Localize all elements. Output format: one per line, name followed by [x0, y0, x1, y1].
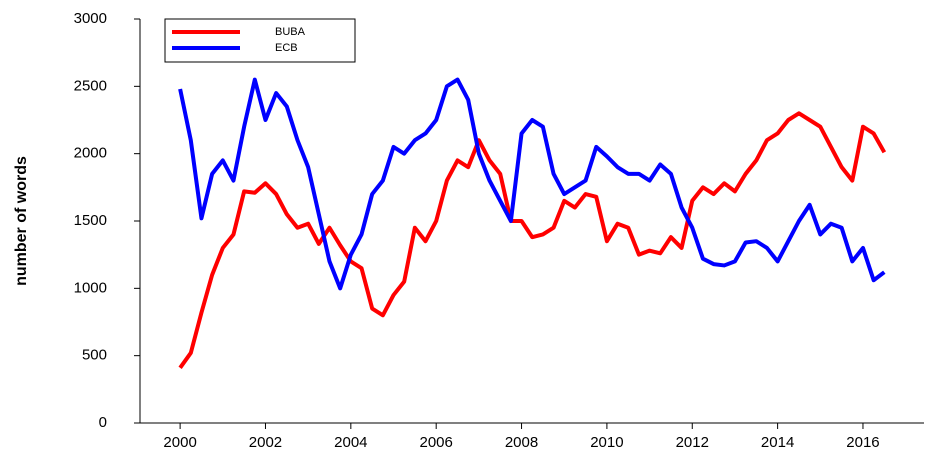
legend-box — [164, 18, 356, 63]
y-tick-label: 1000 — [74, 279, 107, 296]
y-tick-label: 2000 — [74, 145, 107, 162]
series-line — [178, 111, 887, 369]
x-tick-label: 2016 — [846, 434, 879, 450]
x-tick-label: 2006 — [419, 434, 452, 450]
y-tick-label: 1500 — [74, 212, 107, 229]
x-tick-label: 2004 — [334, 434, 367, 450]
y-tick-label: 0 — [99, 414, 107, 431]
x-tick-label: 2012 — [676, 434, 709, 450]
x-tick-label: 2014 — [761, 434, 794, 450]
series-line — [178, 77, 886, 291]
x-tick-label: 2010 — [590, 434, 623, 450]
x-tick-label: 2000 — [163, 434, 196, 450]
x-tick-label: 2008 — [505, 434, 538, 450]
y-tick-label: 500 — [82, 347, 107, 364]
y-tick-label: 3000 — [74, 10, 107, 27]
y-tick-label: 2500 — [74, 77, 107, 94]
legend-label: ECB — [275, 42, 298, 54]
legend-label: BUBA — [275, 26, 306, 38]
x-tick-label: 2002 — [249, 434, 282, 450]
y-axis-title: number of words — [13, 156, 30, 286]
